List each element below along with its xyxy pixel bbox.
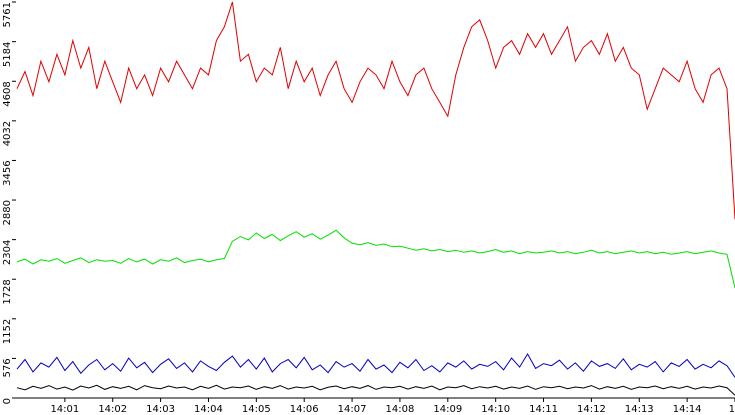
x-tick-label: 14:12	[577, 404, 606, 415]
x-tick-label: 14:03	[146, 404, 175, 415]
x-tick-label: 14:05	[242, 404, 271, 415]
y-tick-label: 4032	[2, 121, 13, 146]
x-tick-label: 14:08	[386, 404, 415, 415]
x-tick-label: 14:13	[625, 404, 654, 415]
y-tick-label: 3456	[2, 160, 13, 185]
y-tick-label: 0	[2, 398, 13, 404]
x-tick-label: 14:09	[433, 404, 462, 415]
x-tick-label: 14:07	[338, 404, 367, 415]
y-tick-label: 2304	[2, 240, 13, 265]
y-tick-label: 2880	[2, 200, 13, 225]
x-tick-label: 14:06	[290, 404, 319, 415]
y-tick-label: 5184	[2, 42, 13, 67]
x-tick-label: 14:10	[481, 404, 510, 415]
series-line	[16, 1, 735, 220]
x-tick-label: 14:04	[194, 404, 223, 415]
x-tick-label: 14:02	[98, 404, 127, 415]
y-tick-label: 1152	[2, 319, 13, 344]
x-tick-label: 14	[729, 404, 735, 415]
series-line	[16, 229, 735, 289]
y-tick-label: 4608	[2, 81, 13, 106]
x-tick-label: 14:14	[673, 404, 702, 415]
series-line	[16, 384, 735, 396]
x-tick-label: 14:11	[529, 404, 558, 415]
x-tick-label: 14:01	[50, 404, 79, 415]
y-tick-label: 1728	[2, 279, 13, 304]
y-tick-label: 5761	[2, 2, 13, 27]
series-line	[16, 353, 735, 378]
y-tick-label: 576	[2, 358, 13, 377]
